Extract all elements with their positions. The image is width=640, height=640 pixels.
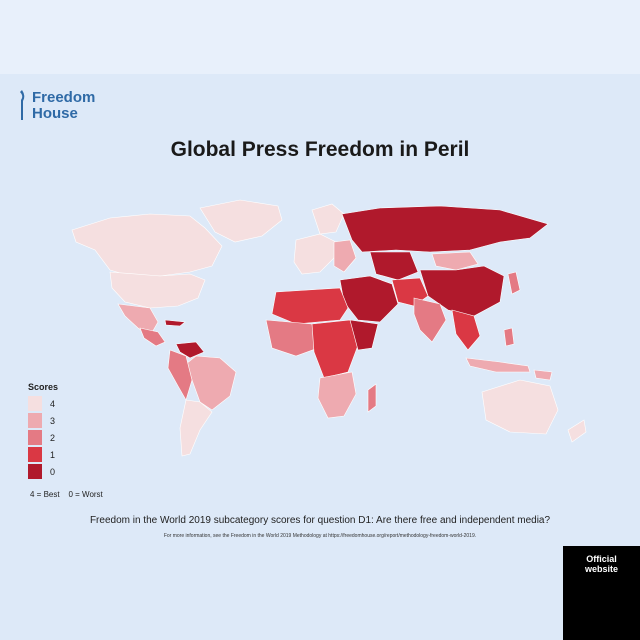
region-usa [109,271,206,309]
region-new-zealand [567,419,587,443]
legend-note-best: 4 = Best [30,490,60,499]
region-korea-japan [507,271,521,295]
region-china [419,265,505,317]
region-mongolia [431,251,479,271]
legend-swatch [28,396,42,411]
region-scandinavia [311,203,345,235]
region-eastern-europe [333,239,357,273]
region-north-africa [271,287,349,325]
legend-note-worst: 0 = Worst [68,490,103,499]
region-indonesia [465,357,531,373]
logo-line-2: House [32,105,78,122]
legend-item: 0 [28,464,58,479]
legend: Scores 4 3 2 1 0 [28,382,58,481]
legend-item: 2 [28,430,58,445]
legend-label: 1 [50,449,56,460]
region-central-america [139,327,166,347]
region-canada-alaska [71,213,223,277]
legend-label: 2 [50,432,56,443]
region-southeast-asia [451,309,481,351]
freedom-house-logo: Freedom House [18,90,95,122]
legend-swatch [28,464,42,479]
legend-note: 4 = Best 0 = Worst [30,490,103,499]
region-cuba [164,319,186,327]
region-western-europe [293,233,337,275]
legend-swatch [28,430,42,445]
badge-label: Official website [584,554,618,574]
legend-item: 1 [28,447,58,462]
legend-item: 4 [28,396,58,411]
page-title: Global Press Freedom in Peril [170,138,470,161]
region-greenland [199,199,283,243]
region-png [533,369,553,381]
map-caption: Freedom in the World 2019 subcategory sc… [89,515,551,526]
region-madagascar [367,383,377,413]
legend-label: 4 [50,398,56,409]
region-philippines [503,327,515,347]
region-middle-east [339,275,399,323]
region-andes [167,349,193,401]
region-west-africa [265,319,319,357]
methodology-note: For more information, see the Freedom in… [163,533,477,539]
region-india [413,297,447,343]
legend-label: 0 [50,466,56,477]
region-central-asia [369,251,419,281]
torch-icon [20,90,25,120]
world-map [71,199,587,457]
region-russia [341,205,549,253]
legend-title: Scores [28,382,59,392]
top-band [0,0,640,74]
official-website-badge[interactable]: Official website [563,546,640,640]
region-southern-africa [317,371,357,419]
legend-swatch [28,447,42,462]
region-venezuela [175,341,205,359]
legend-label: 3 [50,415,56,426]
region-horn-of-africa [349,319,379,351]
region-southern-cone [179,399,213,457]
legend-swatch [28,413,42,428]
region-australia [481,379,559,435]
logo-line-1: Freedom [32,89,96,106]
legend-item: 3 [28,413,58,428]
